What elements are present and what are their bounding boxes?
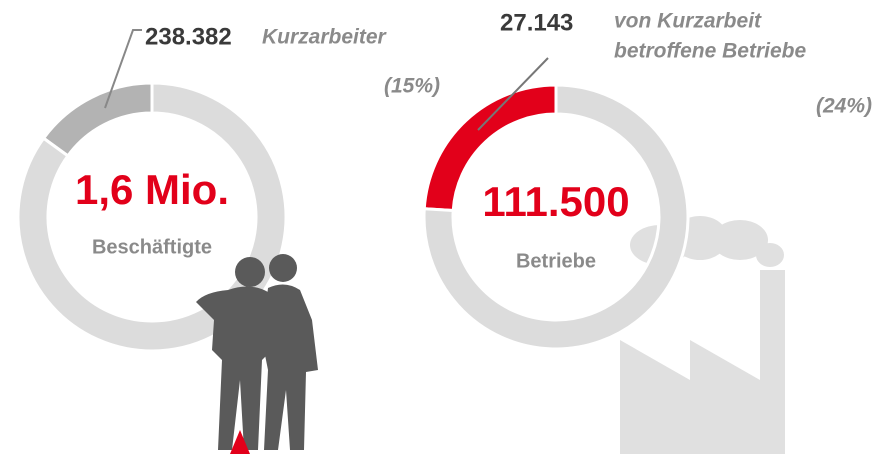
percent-label: (24%) — [816, 95, 872, 118]
factory-icon — [620, 216, 785, 454]
annotation-text: von Kurzarbeit — [614, 10, 762, 33]
percent-label: (15%) — [384, 75, 440, 98]
center-value: 111.500 — [482, 178, 629, 225]
center-label: Beschäftigte — [92, 236, 212, 258]
annotation-number: 27.143 — [500, 9, 573, 36]
center-value: 1,6 Mio. — [75, 166, 229, 213]
charts: 238.382 Kurzarbeiter (15%) 1,6 Mio. Beschäft… — [16, 9, 872, 353]
accent-shape — [230, 430, 250, 454]
center-label: Betriebe — [516, 250, 596, 272]
annotation-text: betroffene Betriebe — [614, 40, 806, 63]
leader-line — [104, 29, 142, 109]
donut-segment — [422, 83, 690, 351]
leader-line — [477, 57, 549, 131]
people-silhouette — [196, 254, 318, 450]
donut-segment — [41, 81, 154, 158]
annotation-number: 238.382 — [145, 23, 232, 50]
annotation-text: Kurzarbeiter — [262, 26, 388, 49]
donut-segment — [16, 81, 288, 353]
